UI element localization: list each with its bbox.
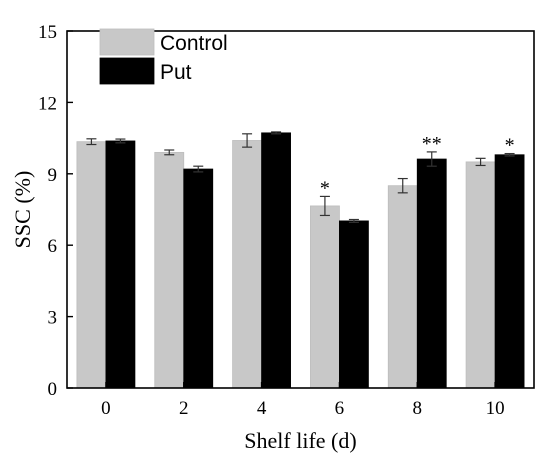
- bars: *** *: [76, 131, 525, 389]
- plot-frame: [66, 30, 535, 389]
- bar-control-2: [154, 151, 185, 389]
- x-tick-label: 2: [179, 398, 189, 419]
- y-tick-label: 0: [48, 379, 58, 400]
- legend: Control Put: [99, 28, 228, 85]
- significance-marker: *: [505, 135, 515, 157]
- legend-label-control: Control: [160, 32, 228, 55]
- y-tick-label: 6: [48, 236, 58, 257]
- legend-swatch-control: [99, 28, 155, 56]
- y-tick-label: 15: [38, 22, 57, 43]
- bar-control-8: [387, 185, 418, 389]
- x-tick-label: 6: [335, 398, 345, 419]
- legend-label-put: Put: [160, 61, 192, 84]
- y-axis-title: SSC (%): [10, 171, 35, 249]
- bar-put-10: [494, 154, 525, 389]
- bar-control-4: [232, 140, 262, 389]
- bar-control-10: [465, 161, 496, 389]
- axes: 0 3 6 9 12 15 0 2 4 6 8 10: [38, 22, 535, 419]
- bar-put-4: [261, 132, 291, 389]
- bar-put-8: [416, 158, 447, 389]
- y-tick-label: 12: [38, 93, 57, 114]
- y-tick-label: 9: [48, 165, 58, 186]
- significance-marker: **: [422, 133, 442, 155]
- x-tick-label: 0: [101, 398, 111, 419]
- bar-put-0: [105, 140, 136, 389]
- x-tick-label: 10: [486, 398, 505, 419]
- legend-swatch-put: [99, 57, 155, 85]
- bar-control-6: [310, 205, 340, 389]
- x-axis-title: Shelf life (d): [244, 428, 356, 453]
- x-tick-label: 8: [413, 398, 423, 419]
- bar-put-2: [183, 168, 214, 389]
- bar-control-0: [76, 141, 107, 389]
- significance-marker: *: [320, 177, 330, 199]
- y-tick-label: 3: [48, 308, 58, 329]
- bar-put-6: [339, 220, 369, 389]
- x-tick-label: 4: [257, 398, 267, 419]
